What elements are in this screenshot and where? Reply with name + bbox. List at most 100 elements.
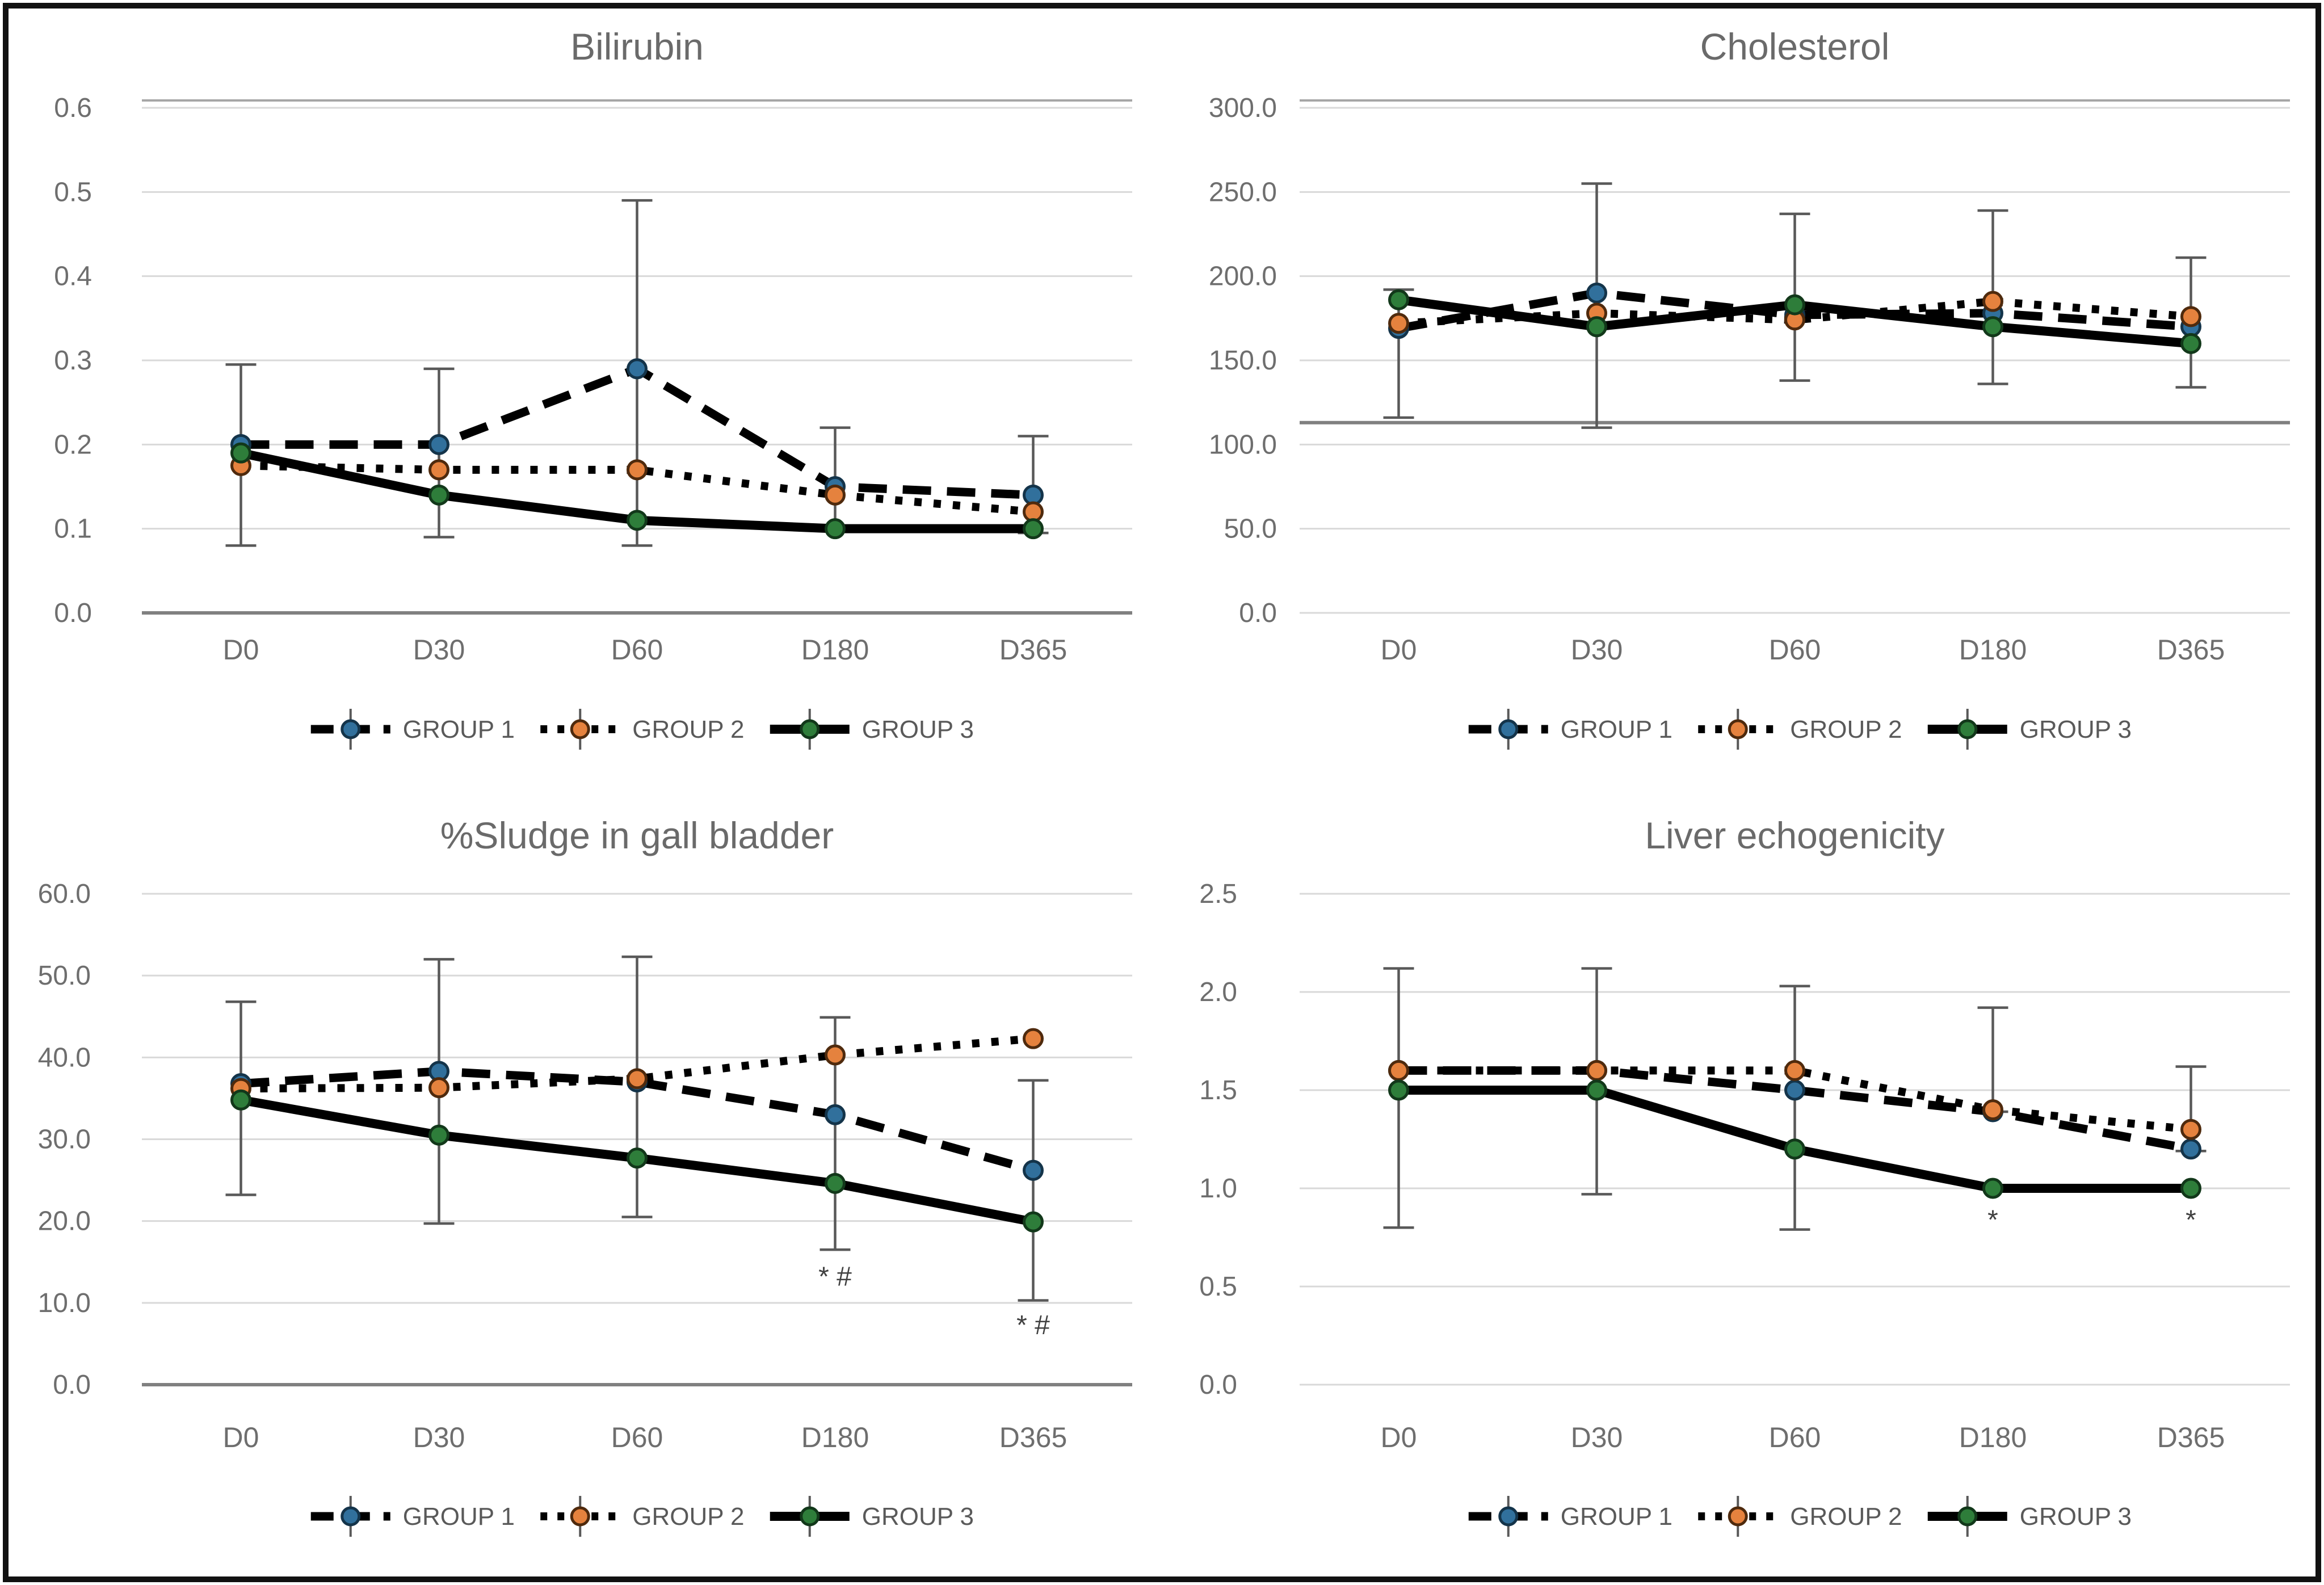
x-category-label: D365: [999, 634, 1068, 666]
marker-group-2-d365: [1023, 1028, 1044, 1049]
y-tick-label: 300.0: [1209, 93, 1277, 123]
y-tick-label: 0.5: [54, 177, 92, 207]
legend-marker: [1498, 719, 1519, 739]
marker-group-2-d60: [1784, 1060, 1805, 1081]
y-tick-label: 1.5: [1199, 1075, 1237, 1105]
y-tick-label: 100.0: [1209, 430, 1277, 460]
marker-group-1-d60: [1784, 1079, 1805, 1101]
x-category-label: D60: [1769, 1422, 1821, 1453]
x-category-label: D180: [1959, 634, 2027, 666]
significance-annotation: * #: [818, 1262, 852, 1292]
legend-marker: [800, 719, 820, 739]
legend-marker: [341, 1506, 361, 1527]
legend-label: GROUP 1: [1561, 716, 1672, 743]
marker-group-2-d30: [1586, 1060, 1607, 1081]
marker-group-1-d365: [2180, 1138, 2201, 1160]
y-tick-label: 2.5: [1199, 879, 1237, 909]
legend-marker: [1957, 719, 1978, 739]
x-category-label: D30: [1571, 1422, 1623, 1453]
x-category-label: D60: [611, 634, 663, 666]
marker-group-2-d180: [1982, 1099, 2003, 1121]
chart-title: %Sludge in gall bladder: [440, 814, 834, 856]
marker-group-3-d60: [1784, 294, 1805, 316]
y-tick-label: 200.0: [1209, 262, 1277, 292]
legend-item-group-1: GROUP 1: [310, 1496, 515, 1537]
marker-group-3-d365: [1023, 518, 1044, 540]
marker-group-1-d365: [1023, 1159, 1044, 1181]
series-line-1: [241, 1067, 1035, 1175]
legend-marker: [570, 1506, 590, 1527]
marker-group-3-d30: [1586, 316, 1607, 338]
y-tick-label: 0.2: [54, 430, 92, 460]
series-line-2: [1398, 297, 2192, 327]
significance-annotation: *: [1987, 1205, 1998, 1235]
error-bar-d365: [1018, 1079, 1049, 1302]
legend-item-group-2: GROUP 2: [1698, 1496, 1902, 1537]
y-tick-label: 0.5: [1199, 1272, 1237, 1302]
x-category-label: D365: [999, 1422, 1068, 1453]
legend: GROUP 1 GROUP 2 GROUP 3: [1468, 709, 2132, 750]
marker-group-3-d60: [627, 510, 648, 531]
x-category-label: D0: [1381, 634, 1417, 666]
x-category-label: D365: [2157, 634, 2225, 666]
x-category-label: D180: [801, 634, 869, 666]
y-tick-label: 2.0: [1199, 977, 1237, 1007]
marker-group-2-d0: [1388, 313, 1409, 334]
x-category-label: D60: [611, 1422, 663, 1453]
legend: GROUP 1 GROUP 2 GROUP 3: [1468, 1496, 2132, 1537]
figure-border: [3, 3, 2321, 1582]
y-tick-label: 150.0: [1209, 346, 1277, 376]
legend-label: GROUP 1: [403, 716, 515, 743]
legend-item-group-1: GROUP 1: [1468, 1496, 1672, 1537]
series-line-2: [241, 1035, 1034, 1093]
legend-label: GROUP 3: [862, 1503, 974, 1531]
y-tick-label: 0.0: [1239, 598, 1277, 628]
legend-label: GROUP 3: [862, 716, 974, 743]
legend: GROUP 1 GROUP 2 GROUP 3: [310, 709, 974, 750]
marker-group-3-d0: [230, 1089, 251, 1111]
chart-title: Bilirubin: [570, 26, 704, 68]
marker-group-2-d30: [428, 1077, 449, 1099]
x-category-label: D180: [1959, 1422, 2027, 1453]
y-tick-label: 30.0: [38, 1125, 91, 1155]
legend-label: GROUP 2: [632, 716, 744, 743]
legend-marker: [341, 719, 361, 739]
chart-liver: Liver echogenicity 0.0 0.5 1.0 1.5 2.0 2.5 D0 D3…: [1199, 814, 2290, 1537]
legend-label: GROUP 1: [403, 1503, 515, 1531]
legend-marker: [1728, 719, 1748, 739]
y-tick-label: 40.0: [38, 1042, 91, 1073]
legend-label: GROUP 2: [1790, 1503, 1902, 1531]
marker-group-3-d180: [1982, 316, 2003, 338]
marker-group-3-d180: [1982, 1178, 2003, 1199]
y-tick-label: 0.0: [1199, 1370, 1237, 1400]
chart-bilirubin: Bilirubin 0.0 0.1 0.2 0.3 0.4 0.5 0.6 D0 D30 D60 D1…: [54, 26, 1132, 750]
y-tick-label: 50.0: [38, 961, 91, 991]
legend-item-group-2: GROUP 2: [1698, 709, 1902, 750]
y-tick-label: 1.0: [1199, 1174, 1237, 1204]
y-tick-label: 0.4: [54, 262, 92, 292]
legend-item-group-3: GROUP 3: [1927, 709, 2132, 750]
x-category-label: D60: [1769, 634, 1821, 666]
marker-group-3-d180: [825, 518, 846, 540]
x-category-label: D30: [1571, 634, 1623, 666]
marker-group-3-d30: [428, 1124, 449, 1146]
y-tick-label: 0.0: [54, 598, 92, 628]
marker-group-1-d60: [627, 358, 648, 380]
legend-item-group-3: GROUP 3: [770, 709, 974, 750]
y-tick-label: 10.0: [38, 1288, 91, 1318]
marker-group-2-d180: [825, 1044, 846, 1066]
marker-group-3-d60: [1784, 1138, 1805, 1160]
legend-label: GROUP 2: [1790, 716, 1902, 743]
y-tick-label: 50.0: [1224, 514, 1277, 544]
marker-group-3-d180: [825, 1172, 846, 1194]
legend-item-group-3: GROUP 3: [1927, 1496, 2132, 1537]
chart-title: Cholesterol: [1700, 26, 1890, 68]
x-category-label: D30: [413, 1422, 465, 1453]
x-category-label: D0: [223, 1422, 259, 1453]
legend: GROUP 1 GROUP 2 GROUP 3: [310, 1496, 974, 1537]
x-category-label: D180: [801, 1422, 869, 1453]
legend-marker: [1957, 1506, 1978, 1527]
